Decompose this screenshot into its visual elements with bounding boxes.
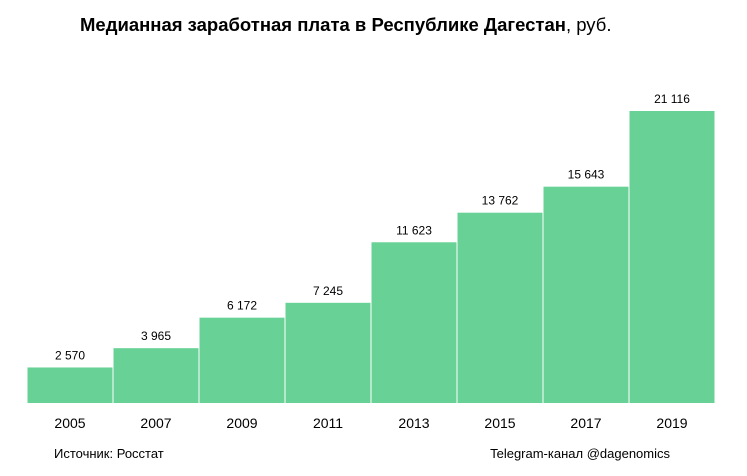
data-label-2011: 7 245: [313, 284, 343, 298]
x-tick-label-2005: 2005: [54, 415, 85, 431]
chart-title-unit: , руб.: [565, 14, 612, 35]
data-label-2009: 6 172: [227, 299, 257, 313]
bar-2011: [285, 302, 371, 403]
x-tick-label-2007: 2007: [140, 415, 171, 431]
x-tick-label-2019: 2019: [656, 415, 687, 431]
bar-2017: [543, 186, 629, 403]
data-label-2007: 3 965: [141, 329, 171, 343]
data-label-2005: 2 570: [55, 348, 85, 362]
telegram-channel-note: Telegram-канал @dagenomics: [490, 446, 670, 461]
x-tick-label-2011: 2011: [313, 415, 343, 431]
chart-title: Медианная заработная плата в Республике …: [80, 14, 612, 36]
bar-2015: [457, 212, 543, 403]
bar-2009: [199, 317, 285, 403]
data-label-2017: 15 643: [568, 168, 605, 182]
bar-2013: [371, 242, 457, 403]
data-label-2013: 11 623: [396, 223, 432, 237]
x-tick-label-2015: 2015: [484, 415, 515, 431]
bar-2007: [113, 348, 199, 403]
source-note: Источник: Росстат: [54, 446, 164, 461]
chart-title-main: Медианная заработная плата в Республике …: [80, 14, 566, 35]
bar-2019: [629, 111, 715, 403]
x-tick-label-2017: 2017: [570, 415, 601, 431]
x-tick-label-2009: 2009: [226, 415, 257, 431]
x-tick-label-2013: 2013: [398, 415, 429, 431]
data-label-2015: 13 762: [482, 194, 519, 208]
data-label-2019: 21 116: [654, 92, 690, 106]
bar-2005: [27, 367, 113, 403]
